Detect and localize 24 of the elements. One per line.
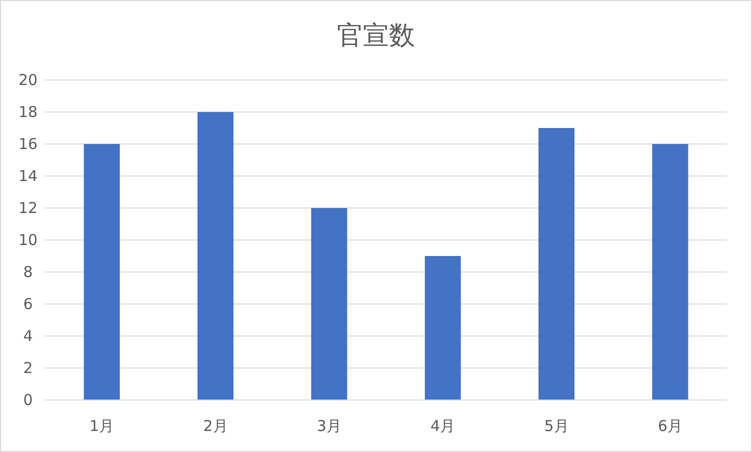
y-tick-label: 12	[18, 199, 38, 217]
y-tick-label: 18	[18, 103, 38, 121]
x-tick-label: 1月	[90, 417, 114, 435]
bar	[538, 128, 574, 400]
y-tick-label: 14	[18, 167, 38, 185]
y-tick-label: 4	[23, 327, 33, 345]
bar	[652, 144, 688, 400]
x-tick-label: 5月	[544, 417, 569, 435]
chart-title: 官宣数	[337, 21, 415, 51]
bar	[84, 144, 120, 400]
bar	[198, 112, 234, 400]
x-tick-label: 3月	[316, 417, 342, 435]
x-tick-label: 6月	[658, 417, 682, 435]
x-tick-label: 4月	[430, 417, 456, 435]
y-tick-label: 6	[23, 295, 33, 313]
y-tick-label: 16	[18, 135, 38, 153]
bar	[311, 208, 348, 400]
y-tick-label: 2	[23, 359, 33, 377]
x-tick-label: 2月	[203, 417, 228, 435]
y-tick-label: 10	[18, 231, 38, 249]
y-tick-label: 0	[23, 391, 33, 409]
bar	[424, 256, 461, 400]
y-tick-label: 8	[23, 263, 33, 281]
y-tick-label: 20	[18, 71, 38, 89]
